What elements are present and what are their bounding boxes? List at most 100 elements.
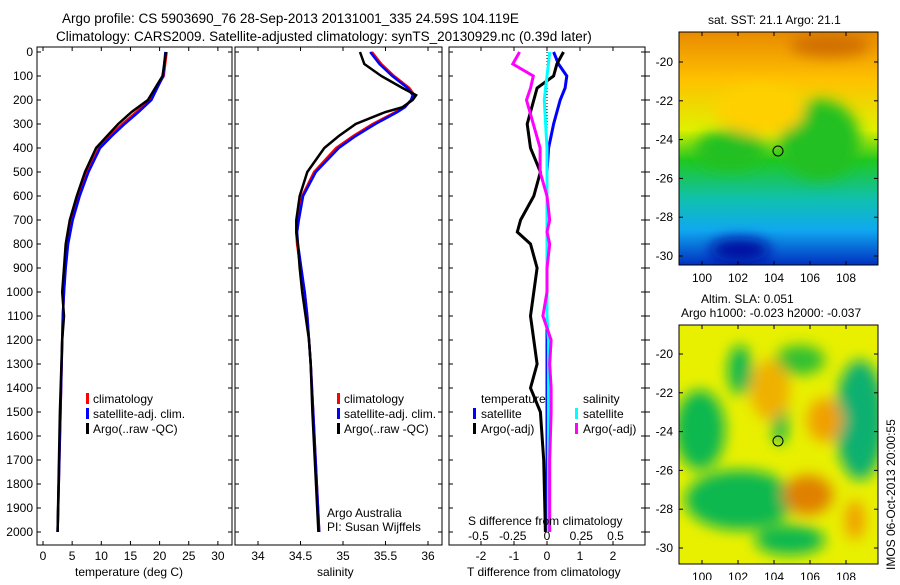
y-tick-label: 400 [13,141,33,155]
difference-legend: temperature salinity satellite Argo(-adj… [473,392,636,436]
lon-tick-label: 106 [800,570,820,580]
y-tick-label: 900 [13,261,33,275]
legend-s-argo: Argo(-adj) [583,422,636,436]
x-tick-label: 35 [336,549,350,563]
lat-tick-label: -20 [656,347,674,361]
lon-tick-label: 100 [692,570,712,580]
legend-satellite: satellite-adj. clim. [93,407,185,421]
difference-series-temperature-argo-adj- [515,51,565,533]
legend-swatch-argo [86,423,89,434]
y-tick-label: 1700 [6,453,33,467]
s-tick-label: -0.25 [499,529,527,543]
y-tick-label: 1500 [6,405,33,419]
title-line-2: Climatology: CARS2009. Satellite-adjuste… [56,29,592,44]
salinity-series-argo-raw-qc- [295,51,418,533]
y-tick-label: 1000 [6,285,33,299]
x-tick-label: 5 [69,549,76,563]
lon-tick-label: 108 [836,271,856,285]
legend-header-temperature: temperature [481,392,546,406]
argo-location-marker [772,145,784,157]
x-tick-label: -2 [476,549,487,563]
difference-series-salinity-argo-adj- [510,51,553,532]
legend-argo: Argo(..raw -QC) [344,422,429,436]
legend-swatch-satellite [337,408,340,419]
lon-tick-label: 100 [692,271,712,285]
x-tick-label: 34 [251,549,265,563]
y-tick-label: 1200 [6,333,33,347]
lat-tick-label: -26 [656,463,674,477]
temperature-series-argo-raw-qc- [56,51,168,533]
legend-header-salinity: salinity [583,392,620,406]
y-tick-label: 1800 [6,477,33,491]
lat-tick-label: -20 [656,55,674,69]
x-tick-label: 35.5 [374,549,398,563]
s-tick-label: 0.25 [570,529,594,543]
x-tick-label: 10 [95,549,109,563]
legend-swatch-climatology [337,393,340,404]
s-tick-label: -0.5 [468,529,489,543]
legend-argo: Argo(..raw -QC) [93,422,178,436]
y-tick-label: 200 [13,93,33,107]
lat-tick-label: -30 [656,249,674,263]
argo-location-marker [772,435,784,447]
y-tick-label: 2000 [6,525,33,539]
y-tick-label: 500 [13,165,33,179]
legend-swatch-argo [337,423,340,434]
lat-tick-label: -22 [656,386,674,400]
y-tick-label: 1600 [6,429,33,443]
legend-climatology: climatology [344,392,404,406]
lat-tick-label: -24 [656,425,674,439]
salinity-xlabel: salinity [317,565,354,579]
t-difference-xlabel: T difference from climatology [467,565,621,579]
lat-tick-label: -28 [656,210,674,224]
legend-swatch-t-satellite [473,408,476,419]
sla-map-title-2: Argo h1000: -0.023 h2000: -0.037 [681,306,861,320]
legend-swatch-s-satellite [575,408,578,419]
x-tick-label: 34.5 [289,549,313,563]
sla-map-title-1: Altim. SLA: 0.051 [701,292,794,306]
sst-map-title: sat. SST: 21.1 Argo: 21.1 [708,13,841,27]
x-tick-label: 2 [610,549,617,563]
x-tick-label: 1 [577,549,584,563]
y-tick-label: 300 [13,117,33,131]
lat-tick-label: -24 [656,133,674,147]
x-tick-label: 36 [421,549,435,563]
legend-swatch-climatology [86,393,89,404]
y-tick-label: 0 [26,45,33,59]
annotation-argo-australia: Argo Australia [327,506,402,520]
temperature-series-climatology [56,51,168,533]
lat-tick-label: -22 [656,94,674,108]
x-tick-label: 0 [40,549,47,563]
temperature-legend: climatology satellite-adj. clim. Argo(..… [86,392,185,436]
sst-map-image [679,32,878,265]
lon-tick-label: 104 [764,271,784,285]
y-tick-label: 600 [13,189,33,203]
legend-satellite: satellite-adj. clim. [344,407,436,421]
x-tick-label: 0 [544,549,551,563]
y-tick-label: 1100 [7,309,33,323]
x-tick-label: 30 [211,549,225,563]
salinity-legend: climatology satellite-adj. clim. Argo(..… [327,392,436,534]
x-tick-label: 15 [124,549,138,563]
y-tick-label: 700 [13,213,33,227]
y-tick-label: 1300 [6,357,33,371]
x-tick-label: 20 [153,549,167,563]
legend-climatology: climatology [93,392,153,406]
imos-timestamp: IMOS 06-Oct-2013 20:00:55 [884,419,898,570]
lat-tick-label: -30 [656,541,674,555]
legend-s-satellite: satellite [583,407,624,421]
x-tick-label: 25 [182,549,196,563]
legend-t-argo: Argo(-adj) [481,422,534,436]
temperature-xlabel: temperature (deg C) [75,565,183,579]
y-tick-label: 100 [13,69,33,83]
title-line-1: Argo profile: CS 5903690_76 28-Sep-2013 … [62,11,519,26]
s-tick-label: 0 [544,529,551,543]
legend-swatch-t-argo [473,423,476,434]
lon-tick-label: 108 [836,570,856,580]
lon-tick-label: 104 [764,570,784,580]
x-tick-label: -1 [509,549,520,563]
y-tick-label: 800 [13,237,33,251]
sla-map-image [679,325,878,564]
lat-tick-label: -26 [656,171,674,185]
